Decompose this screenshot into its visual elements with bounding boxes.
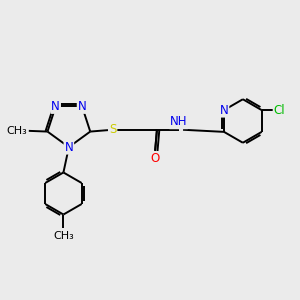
- Text: Cl: Cl: [274, 103, 285, 117]
- Text: O: O: [151, 152, 160, 165]
- Text: N: N: [64, 141, 73, 154]
- Text: CH₃: CH₃: [7, 126, 28, 136]
- Text: NH: NH: [170, 115, 188, 128]
- Text: CH₃: CH₃: [53, 230, 74, 241]
- Text: N: N: [220, 103, 228, 117]
- Text: N: N: [51, 100, 60, 113]
- Text: N: N: [78, 100, 86, 113]
- Text: S: S: [109, 123, 116, 136]
